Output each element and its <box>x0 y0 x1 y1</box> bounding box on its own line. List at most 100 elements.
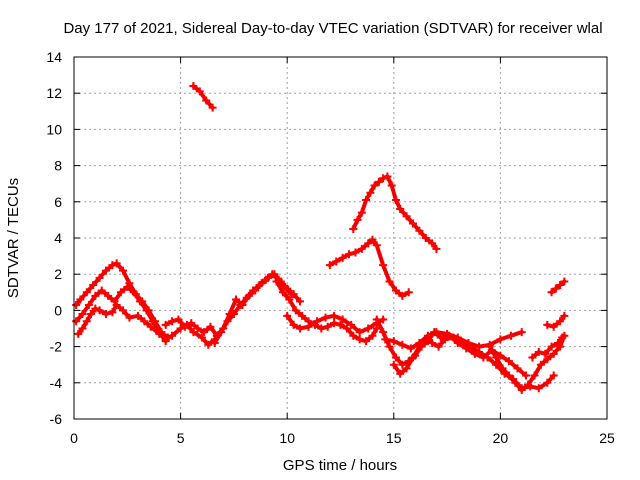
data-point <box>155 328 164 337</box>
data-point <box>379 328 388 337</box>
data-point <box>396 369 405 378</box>
data-point <box>423 331 432 340</box>
data-point <box>391 195 400 204</box>
series-track-i <box>325 235 413 300</box>
data-point <box>349 331 358 340</box>
data-point <box>87 310 96 319</box>
data-point <box>217 328 226 337</box>
data-point <box>168 331 177 340</box>
y-tick-label: 2 <box>54 266 62 282</box>
data-point <box>272 277 281 286</box>
data-point <box>387 181 396 190</box>
data-point <box>180 322 189 331</box>
data-point <box>385 342 394 351</box>
x-tick-label: 15 <box>386 430 402 446</box>
data-point <box>517 386 526 395</box>
data-point <box>325 261 334 270</box>
data-point <box>475 342 484 351</box>
data-point <box>82 317 91 326</box>
y-tick-label: 6 <box>54 194 62 210</box>
series-line <box>191 84 215 110</box>
data-point <box>129 288 138 297</box>
data-point <box>504 357 513 366</box>
data-point <box>428 338 437 347</box>
data-point <box>353 215 362 224</box>
series-track-n <box>485 331 569 395</box>
data-point <box>187 319 196 328</box>
data-point <box>453 333 462 342</box>
data-point <box>355 328 364 337</box>
data-point <box>536 360 545 369</box>
series-track-l <box>389 333 558 393</box>
data-point <box>229 310 238 319</box>
data-point <box>432 328 441 337</box>
data-point <box>402 364 411 373</box>
data-point <box>313 317 322 326</box>
series-track-m <box>381 328 526 353</box>
series-track-c <box>72 282 170 346</box>
data-point <box>95 273 104 282</box>
data-point <box>362 195 371 204</box>
data-point <box>513 364 522 373</box>
data-point <box>119 266 128 275</box>
data-point <box>351 248 360 257</box>
series-track-h <box>283 311 388 337</box>
data-point <box>549 322 558 331</box>
y-tick-label: 4 <box>54 230 62 246</box>
data-point <box>317 324 326 333</box>
data-point <box>374 177 383 186</box>
data-point <box>368 331 377 340</box>
data-point <box>242 293 251 302</box>
data-point <box>398 291 407 300</box>
data-point <box>355 335 364 344</box>
x-axis: 0 5 10 15 20 25 <box>70 57 615 446</box>
data-point <box>281 282 290 291</box>
data-point <box>101 266 110 275</box>
data-point <box>534 384 543 393</box>
y-axis-label: SDTVAR / TECUs <box>5 178 22 298</box>
data-point <box>72 317 81 326</box>
data-point <box>204 340 213 349</box>
data-point <box>261 275 270 284</box>
series-track-e <box>189 81 217 112</box>
data-point <box>558 333 567 342</box>
data-point <box>82 288 91 297</box>
data-point <box>133 311 142 320</box>
data-point <box>428 239 437 248</box>
data-point <box>549 349 558 358</box>
data-point <box>364 324 373 333</box>
data-point <box>338 253 347 262</box>
data-point <box>189 328 198 337</box>
data-point <box>347 320 356 329</box>
data-point <box>78 310 87 319</box>
data-point <box>110 297 119 306</box>
x-tick-label: 20 <box>493 430 509 446</box>
series-track-f <box>210 270 296 347</box>
data-point <box>148 317 157 326</box>
data-point <box>330 319 339 328</box>
data-point <box>383 172 392 181</box>
data-point <box>97 286 106 295</box>
y-axis: -6 -4 -2 0 2 4 6 8 10 12 14 <box>46 49 607 427</box>
data-point <box>385 277 394 286</box>
data-point <box>104 291 113 300</box>
data-point <box>289 320 298 329</box>
data-point <box>249 286 258 295</box>
data-point <box>402 212 411 221</box>
data-point <box>136 297 145 306</box>
series-track-o <box>528 333 567 362</box>
data-point <box>440 335 449 344</box>
data-point <box>398 360 407 369</box>
data-point <box>298 311 307 320</box>
data-point <box>78 324 87 333</box>
x-tick-label: 0 <box>70 430 78 446</box>
data-point <box>543 320 552 329</box>
data-point <box>483 353 492 362</box>
data-point <box>112 259 121 268</box>
data-point <box>517 328 526 337</box>
y-tick-label: 0 <box>54 302 62 318</box>
data-point <box>381 335 390 344</box>
data-point <box>123 282 132 291</box>
series-group <box>72 81 569 395</box>
data-point <box>398 340 407 349</box>
